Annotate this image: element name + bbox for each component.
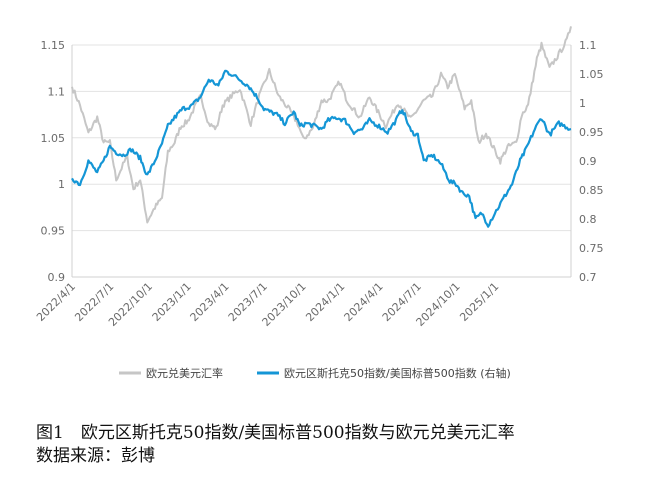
x-tick-label: 2025/1/1 [457, 280, 501, 324]
y-right-tick-label: 0.8 [579, 213, 597, 226]
legend-label-ratio: 欧元区斯托克50指数/美国标普500指数 (右轴) [284, 366, 511, 380]
y-left-tick-label: 1.15 [41, 39, 66, 52]
y-right-tick-label: 0.75 [579, 242, 604, 255]
x-tick-label: 2023/4/1 [188, 280, 232, 324]
y-right-tick-label: 0.7 [579, 271, 597, 284]
y-right-tick-label: 1 [579, 97, 586, 110]
y-axis-left-ticks: 0.9 0.95 1 1.05 1.1 1.15 [41, 39, 66, 284]
y-axis-right-ticks: 0.7 0.75 0.8 0.85 0.9 0.95 1 1.05 1.1 [579, 39, 604, 284]
legend-label-eurusd: 欧元兑美元汇率 [146, 366, 223, 380]
y-left-tick-label: 1.05 [41, 132, 66, 145]
legend: 欧元兑美元汇率 欧元区斯托克50指数/美国标普500指数 (右轴) [119, 366, 511, 380]
x-tick-label: 2023/1/1 [150, 280, 194, 324]
axes [71, 45, 572, 278]
y-right-tick-label: 0.9 [579, 155, 597, 168]
y-right-tick-label: 0.85 [579, 184, 604, 197]
series-line-ratio [71, 69, 572, 228]
y-right-tick-label: 1.1 [579, 39, 597, 52]
gridlines [72, 44, 571, 278]
x-tick-label: 2024/1/1 [303, 280, 347, 324]
y-left-tick-label: 0.9 [48, 271, 66, 284]
y-right-tick-label: 0.95 [579, 126, 604, 139]
series-lines [71, 26, 572, 228]
figure-caption: 图1 欧元区斯托克50指数/美国标普500指数与欧元兑美元汇率 [36, 423, 515, 443]
data-source: 数据来源：彭博 [36, 446, 155, 466]
y-left-tick-label: 0.95 [41, 225, 66, 238]
x-tick-label: 2024/4/1 [342, 280, 386, 324]
x-axis-ticks: 2022/4/12022/7/12022/10/12023/1/12023/4/… [34, 280, 501, 329]
y-left-tick-label: 1 [58, 178, 65, 191]
series-line-eurusd [71, 26, 572, 224]
y-right-tick-label: 1.05 [579, 68, 604, 81]
y-left-tick-label: 1.1 [48, 85, 66, 98]
x-tick-label: 2022/4/1 [34, 280, 78, 324]
